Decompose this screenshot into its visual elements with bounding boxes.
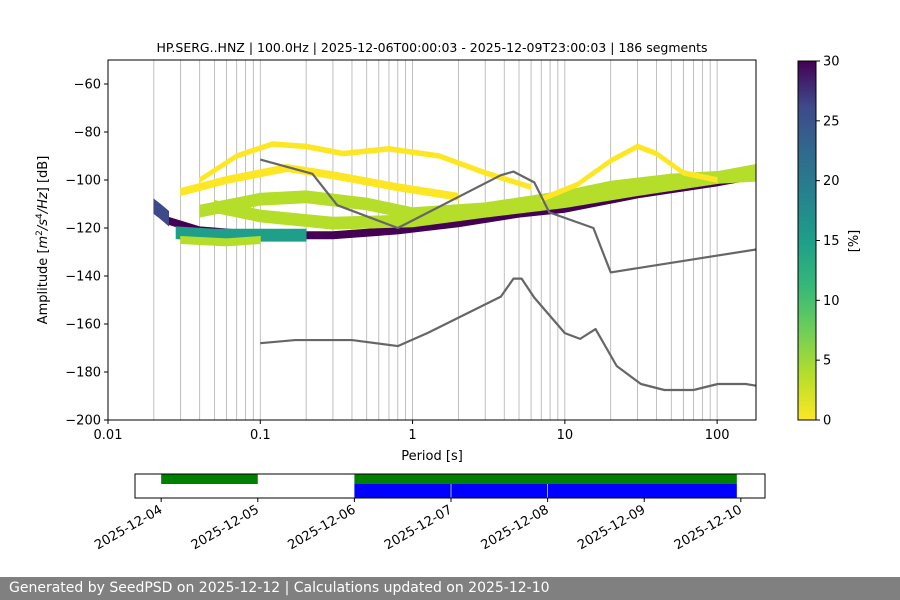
x-tick-label: 100 — [705, 428, 730, 443]
colorbar-ticks: 0 5 10 15 20 25 30 — [816, 55, 840, 429]
available-data-bar — [354, 474, 737, 484]
timeline-bars — [161, 474, 737, 498]
plot-frame — [107, 59, 757, 421]
timeline-tick-label: 2025-12-05 — [189, 502, 262, 553]
psd-band — [180, 235, 261, 247]
noise-models — [259, 158, 756, 392]
footer-bar: Generated by SeedPSD on 2025-12-12 | Cal… — [0, 577, 900, 600]
y-tick-label: −180 — [65, 366, 101, 381]
colorbar-label: [%] — [847, 230, 862, 253]
timeline-tick-label: 2025-12-08 — [479, 502, 552, 553]
colorbar-tick-label: 15 — [823, 234, 840, 249]
y-axis-ticks: −200 −180 −160 −140 −120 −100 −80 −60 — [65, 78, 108, 429]
x-tick-label: 1 — [408, 428, 416, 443]
x-axis-label: Period [s] — [401, 449, 463, 464]
timeline-tick-label: 2025-12-09 — [575, 502, 648, 553]
timeline-tick-label: 2025-12-10 — [672, 502, 745, 553]
psd-axes: 0.01 0.1 1 10 100 −200 −180 −160 −140 −120 −100 −8… — [35, 40, 757, 464]
timeline-frame — [134, 473, 766, 499]
x-tick-label: 0.1 — [250, 428, 271, 443]
timeline-axes: 2025-12-04 2025-12-05 2025-12-06 2025-12-07… — [92, 473, 766, 553]
y-tick-label: −100 — [65, 174, 101, 189]
chart-title: HP.SERG..HNZ | 100.0Hz | 2025-12-06T00:0… — [156, 40, 707, 55]
y-tick-label: −60 — [74, 78, 101, 93]
colorbar-tick-label: 5 — [823, 354, 831, 369]
colorbar-tick-label: 25 — [823, 114, 840, 129]
timeline-tick-label: 2025-12-06 — [285, 502, 358, 553]
colorbar-scale — [797, 60, 817, 421]
colorbar: 0 5 10 15 20 25 30 [%] — [797, 55, 862, 429]
x-tick-label: 10 — [557, 428, 574, 443]
available-data-bar — [161, 474, 258, 484]
processed-segment-bar — [451, 484, 548, 498]
footer-text: Generated by SeedPSD on 2025-12-12 | Cal… — [9, 580, 550, 596]
y-tick-label: −120 — [65, 222, 101, 237]
processed-segment-bar — [354, 484, 451, 498]
noise-model-line — [260, 277, 756, 392]
timeline-ticks: 2025-12-04 2025-12-05 2025-12-06 2025-12-07… — [92, 498, 745, 553]
psd-band — [153, 198, 169, 227]
colorbar-tick-label: 20 — [823, 174, 840, 189]
y-axis-label: Amplitude [m2/s4/Hz] [dB] — [35, 156, 51, 325]
psd-band — [199, 141, 532, 191]
y-tick-label: −80 — [74, 126, 101, 141]
timeline-tick-label: 2025-12-04 — [92, 502, 165, 553]
y-tick-label: −160 — [65, 318, 101, 333]
noise-model-line — [259, 158, 756, 274]
psd-band — [180, 163, 459, 201]
x-tick-label: 0.01 — [94, 428, 123, 443]
processed-segment-bar — [547, 484, 737, 498]
x-axis-ticks: 0.01 0.1 1 10 100 — [94, 420, 730, 443]
y-tick-label: −200 — [65, 414, 101, 429]
colorbar-tick-label: 10 — [823, 294, 840, 309]
timeline-tick-label: 2025-12-07 — [382, 502, 455, 553]
y-tick-label: −140 — [65, 270, 101, 285]
colorbar-tick-label: 0 — [823, 414, 831, 429]
colorbar-tick-label: 30 — [823, 55, 840, 70]
psd-heatmap — [153, 141, 756, 247]
psd-band — [199, 168, 756, 221]
psd-band — [540, 143, 718, 203]
